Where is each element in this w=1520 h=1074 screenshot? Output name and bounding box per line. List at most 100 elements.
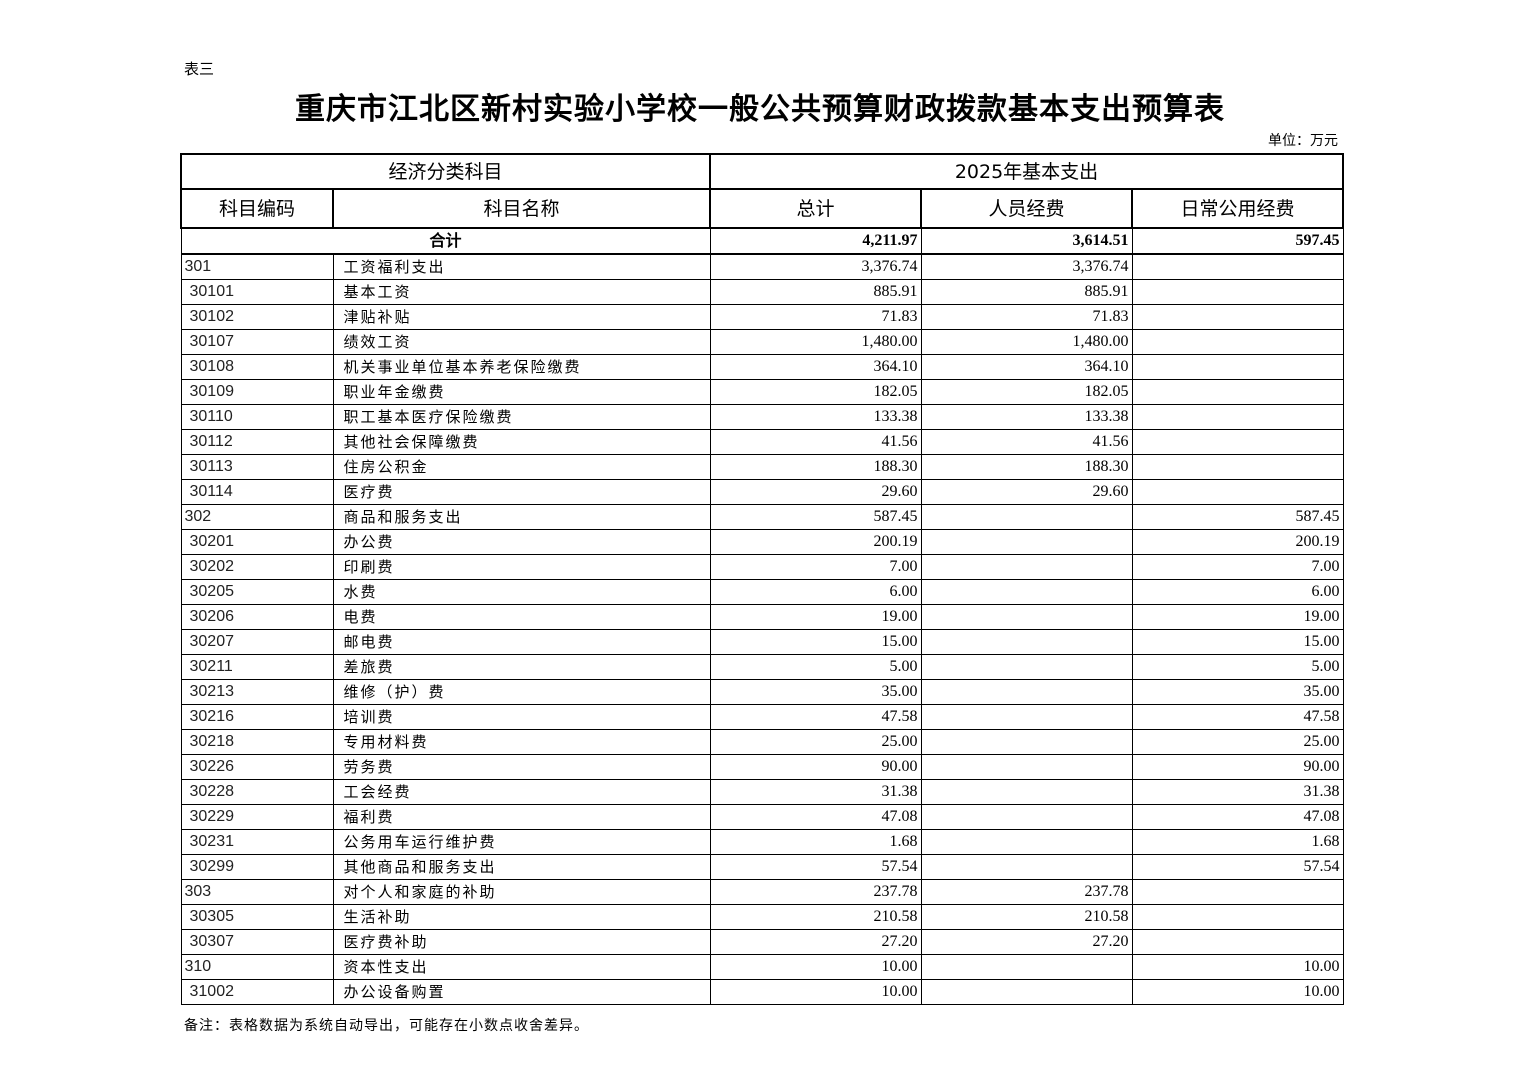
footnote: 备注：表格数据为系统自动导出，可能存在小数点收舍差异。 — [184, 1018, 589, 1034]
cell-name: 专用材料费 — [332, 729, 711, 755]
cell-personnel — [920, 829, 1133, 855]
cell-code: 30218 — [180, 729, 334, 755]
cell-code: 30228 — [180, 779, 334, 805]
cell-total: 1,480.00 — [709, 329, 922, 355]
cell-code: 30109 — [180, 379, 334, 405]
cell-public: 7.00 — [1131, 554, 1344, 580]
cell-public — [1131, 253, 1344, 280]
cell-code: 30201 — [180, 529, 334, 555]
cell-total: 587.45 — [709, 504, 922, 530]
cell-public: 6.00 — [1131, 579, 1344, 605]
cell-total: 7.00 — [709, 554, 922, 580]
cell-public — [1131, 429, 1344, 455]
cell-name: 办公费 — [332, 529, 711, 555]
table-row: 30226 劳务费 90.00 90.00 — [180, 754, 1344, 780]
cell-total: 27.20 — [709, 929, 922, 955]
cell-public — [1131, 454, 1344, 480]
cell-total: 182.05 — [709, 379, 922, 405]
cell-name: 资本性支出 — [332, 954, 711, 980]
cell-name: 维修（护）费 — [332, 679, 711, 705]
cell-public: 10.00 — [1131, 954, 1344, 980]
cell-code: 30216 — [180, 704, 334, 730]
cell-name: 商品和服务支出 — [332, 504, 711, 530]
cell-personnel — [920, 754, 1133, 780]
cell-personnel — [920, 704, 1133, 730]
table-row: 30202 印刷费 7.00 7.00 — [180, 554, 1344, 580]
cell-total: 3,376.74 — [709, 253, 922, 280]
cell-code: 30206 — [180, 604, 334, 630]
cell-public: 200.19 — [1131, 529, 1344, 555]
cell-name: 职工基本医疗保险缴费 — [332, 404, 711, 430]
cell-total: 47.08 — [709, 804, 922, 830]
cell-public: 90.00 — [1131, 754, 1344, 780]
cell-public — [1131, 379, 1344, 405]
group-header-basic-expenditure: 2025年基本支出 — [709, 153, 1345, 190]
cell-code: 30101 — [180, 279, 334, 305]
table-row: 30102 津贴补贴 71.83 71.83 — [180, 304, 1344, 330]
cell-public: 5.00 — [1131, 654, 1344, 680]
cell-personnel — [920, 554, 1133, 580]
cell-public — [1131, 479, 1344, 505]
cell-personnel — [920, 629, 1133, 655]
cell-total: 188.30 — [709, 454, 922, 480]
table-row: 30299 其他商品和服务支出 57.54 57.54 — [180, 854, 1344, 880]
header-personnel: 人员经费 — [920, 188, 1134, 229]
cell-personnel — [920, 804, 1133, 830]
cell-code: 30307 — [180, 929, 334, 955]
table-row: 30228 工会经费 31.38 31.38 — [180, 779, 1344, 805]
cell-public: 15.00 — [1131, 629, 1344, 655]
cell-name: 机关事业单位基本养老保险缴费 — [332, 354, 711, 380]
table-row: 30307 医疗费补助 27.20 27.20 — [180, 929, 1344, 955]
cell-public — [1131, 354, 1344, 380]
cell-personnel: 182.05 — [920, 379, 1133, 405]
cell-name: 其他社会保障缴费 — [332, 429, 711, 455]
cell-personnel: 364.10 — [920, 354, 1133, 380]
cell-personnel — [920, 529, 1133, 555]
table-row: 303 对个人和家庭的补助 237.78 237.78 — [180, 879, 1344, 905]
cell-code: 30112 — [180, 429, 334, 455]
cell-personnel — [920, 729, 1133, 755]
table-row: 30109 职业年金缴费 182.05 182.05 — [180, 379, 1344, 405]
table-row: 30231 公务用车运行维护费 1.68 1.68 — [180, 829, 1344, 855]
cell-public — [1131, 304, 1344, 330]
page-title: 重庆市江北区新村实验小学校一般公共预算财政拨款基本支出预算表 — [295, 92, 1225, 127]
cell-public: 31.38 — [1131, 779, 1344, 805]
table-row: 30229 福利费 47.08 47.08 — [180, 804, 1344, 830]
header-name: 科目名称 — [331, 188, 712, 229]
table-row: 30213 维修（护）费 35.00 35.00 — [180, 679, 1344, 705]
cell-code: 30305 — [180, 904, 334, 930]
cell-name: 办公设备购置 — [332, 979, 711, 1005]
cell-code: 30299 — [180, 854, 334, 880]
cell-code: 30226 — [180, 754, 334, 780]
table-row: 30108 机关事业单位基本养老保险缴费 364.10 364.10 — [180, 354, 1344, 380]
header-public: 日常公用经费 — [1131, 188, 1345, 229]
table-row: 30207 邮电费 15.00 15.00 — [180, 629, 1344, 655]
cell-personnel — [920, 654, 1133, 680]
table-row: 30211 差旅费 5.00 5.00 — [180, 654, 1344, 680]
cell-personnel: 1,480.00 — [920, 329, 1133, 355]
cell-code: 30207 — [180, 629, 334, 655]
table-row: 310 资本性支出 10.00 10.00 — [180, 954, 1344, 980]
cell-total: 210.58 — [709, 904, 922, 930]
cell-personnel — [920, 579, 1133, 605]
cell-code: 30205 — [180, 579, 334, 605]
cell-total: 19.00 — [709, 604, 922, 630]
cell-name: 劳务费 — [332, 754, 711, 780]
cell-name: 工会经费 — [332, 779, 711, 805]
cell-public — [1131, 904, 1344, 930]
cell-public — [1131, 929, 1344, 955]
column-header-row: 科目编码 科目名称 总计 人员经费 日常公用经费 — [180, 188, 1345, 229]
cell-code: 30107 — [180, 329, 334, 355]
cell-personnel — [920, 679, 1133, 705]
cell-personnel: 885.91 — [920, 279, 1133, 305]
cell-personnel: 3,376.74 — [920, 253, 1133, 280]
cell-personnel — [920, 854, 1133, 880]
cell-public — [1131, 279, 1344, 305]
cell-total: 90.00 — [709, 754, 922, 780]
cell-personnel: 188.30 — [920, 454, 1133, 480]
cell-code: 30113 — [180, 454, 334, 480]
cell-public: 19.00 — [1131, 604, 1344, 630]
cell-code: 30231 — [180, 829, 334, 855]
unit-label: 单位：万元 — [1268, 133, 1338, 149]
cell-total: 47.58 — [709, 704, 922, 730]
